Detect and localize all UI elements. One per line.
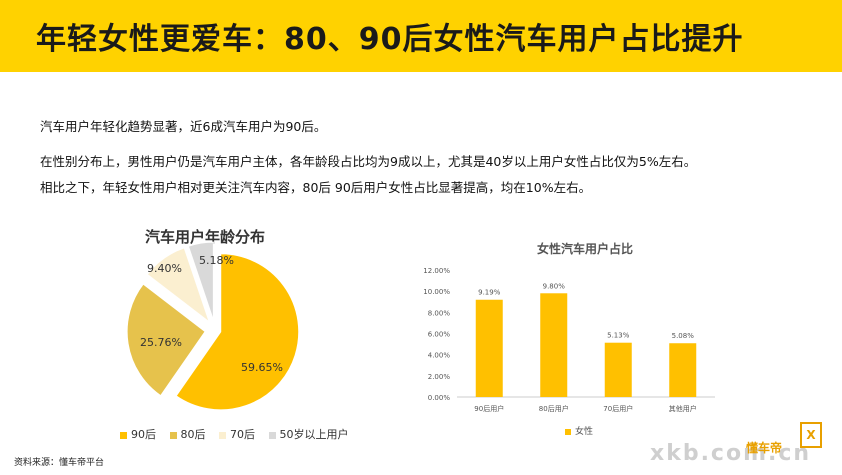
title-banner: 年轻女性更爱车：80、90后女性汽车用户占比提升: [0, 0, 842, 72]
legend-label: 女性: [575, 427, 594, 437]
summary-text-1: 汽车用户年轻化趋势显著，近6成汽车用户为90后。: [40, 119, 327, 134]
bar: [604, 342, 632, 397]
bar: [669, 343, 697, 397]
brand-badge: X: [800, 422, 822, 448]
summary-text-3: 相比之下，年轻女性用户相对更关注汽车内容，80后 90后用户女性占比显著提高，均…: [40, 180, 592, 195]
bar: [475, 299, 503, 397]
y-tick-label: 4.00%: [428, 352, 451, 360]
x-category-label: 其他用户: [669, 404, 697, 413]
legend-swatch: [169, 431, 177, 439]
x-category-label: 80后用户: [539, 404, 569, 413]
legend-item-80: 80后: [169, 426, 206, 442]
pie-label-90: 59.65%: [241, 361, 283, 374]
x-category-label: 70后用户: [603, 404, 633, 413]
y-tick-label: 2.00%: [428, 373, 451, 381]
brand-logo: 懂车帝: [746, 441, 783, 455]
bar-value-label: 5.13%: [607, 332, 630, 340]
bar-chart-title: 女性汽车用户占比: [536, 242, 633, 256]
x-category-label: 90后用户: [474, 404, 504, 413]
pie-label-70: 9.40%: [147, 262, 182, 275]
watermark: xkb.com.cn: [650, 441, 812, 466]
y-tick-label: 10.00%: [423, 288, 450, 296]
legend-label: 50岁以上用户: [279, 428, 349, 441]
page-title: 年轻女性更爱车：80、90后女性汽车用户占比提升: [36, 22, 744, 57]
y-tick-label: 0.00%: [428, 394, 451, 402]
bar: [540, 293, 568, 397]
legend-swatch: [565, 428, 571, 435]
pie-label-80: 25.76%: [140, 336, 182, 349]
legend-swatch: [268, 431, 276, 439]
pie-legend: 90后 80后 70后 50岁以上用户: [120, 426, 359, 442]
pie-slice-0: [175, 253, 300, 411]
legend-item-90: 90后: [120, 426, 156, 442]
pie-chart-title: 汽车用户年龄分布: [145, 228, 266, 246]
legend-swatch: [120, 431, 127, 439]
summary-text-2: 在性别分布上，男性用户仍是汽车用户主体，各年龄段占比均为9成以上，尤其是40岁以…: [40, 154, 697, 169]
legend-item-50plus: 50岁以上用户: [268, 426, 349, 442]
source-note: 资料来源：懂车帝平台: [14, 458, 105, 468]
pie-label-50plus: 5.18%: [199, 254, 234, 267]
y-tick-label: 6.00%: [428, 331, 451, 339]
y-tick-label: 8.00%: [428, 309, 451, 317]
bar-value-label: 5.08%: [672, 332, 695, 340]
legend-label: 70后: [230, 428, 255, 441]
legend-item-70: 70后: [219, 426, 255, 442]
bar-legend: 女性: [565, 424, 593, 437]
legend-label: 80后: [180, 428, 206, 441]
y-tick-label: 12.00%: [423, 267, 450, 275]
bar-value-label: 9.19%: [478, 289, 501, 297]
bar-value-label: 9.80%: [543, 282, 566, 290]
legend-label: 90后: [131, 428, 156, 441]
legend-swatch: [219, 431, 226, 439]
